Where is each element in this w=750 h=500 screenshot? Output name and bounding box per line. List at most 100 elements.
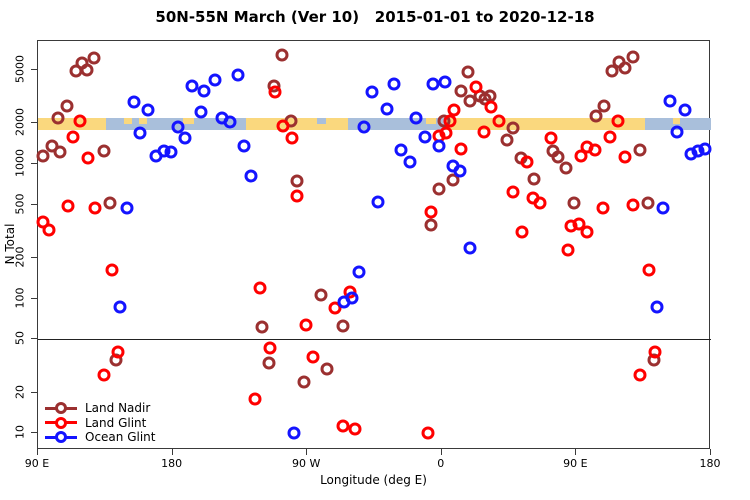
- data-point-land-glint: [572, 217, 586, 231]
- x-tick-label: 180: [161, 457, 183, 470]
- y-tick: [31, 122, 37, 124]
- data-point-ocean-glint: [287, 426, 301, 440]
- data-point-ocean-glint: [208, 73, 222, 87]
- data-point-land-nadir: [336, 319, 350, 333]
- x-tick: [171, 449, 173, 455]
- data-point-ocean-glint: [244, 169, 258, 183]
- data-point-land-glint: [588, 143, 602, 157]
- x-tick-label: 90 E: [563, 457, 588, 470]
- surface-band-fleck-land: [138, 117, 147, 125]
- legend: Land Nadir Land Glint Ocean Glint: [45, 401, 155, 445]
- data-point-land-nadir: [527, 172, 541, 186]
- data-point-land-nadir: [461, 65, 475, 79]
- y-tick: [31, 432, 37, 434]
- data-point-ocean-glint: [698, 142, 712, 156]
- data-point-land-glint: [443, 114, 457, 128]
- data-point-land-nadir: [424, 218, 438, 232]
- data-point-land-nadir: [589, 109, 603, 123]
- plot-area: [36, 40, 712, 449]
- data-point-land-nadir: [506, 121, 520, 135]
- y-tick-label: 500: [13, 193, 27, 214]
- data-point-land-nadir: [432, 182, 446, 196]
- data-point-land-glint: [248, 392, 262, 406]
- data-point-land-glint: [263, 341, 277, 355]
- data-point-land-glint: [276, 119, 290, 133]
- data-point-land-nadir: [53, 145, 67, 159]
- data-point-land-glint: [515, 225, 529, 239]
- data-point-ocean-glint: [678, 103, 692, 117]
- data-point-ocean-glint: [365, 85, 379, 99]
- data-point-ocean-glint: [371, 195, 385, 209]
- data-point-land-nadir: [454, 84, 468, 98]
- data-point-land-glint: [299, 318, 313, 332]
- data-point-land-nadir: [483, 89, 497, 103]
- data-point-ocean-glint: [133, 126, 147, 140]
- data-point-ocean-glint: [178, 131, 192, 145]
- data-point-land-nadir: [97, 144, 111, 158]
- surface-band-land: [38, 117, 106, 130]
- x-tick: [306, 449, 308, 455]
- data-point-land-glint: [477, 125, 491, 139]
- data-point-land-nadir: [559, 161, 573, 175]
- data-point-ocean-glint: [432, 139, 446, 153]
- data-point-land-nadir: [80, 63, 94, 77]
- x-tick: [440, 449, 442, 455]
- data-point-land-nadir: [275, 48, 289, 62]
- data-point-ocean-glint: [141, 103, 155, 117]
- data-point-land-glint: [336, 419, 350, 433]
- data-point-land-nadir: [633, 143, 647, 157]
- data-point-land-nadir: [641, 196, 655, 210]
- data-point-land-glint: [492, 114, 506, 128]
- legend-label: Land Nadir: [85, 401, 151, 416]
- x-tick: [575, 449, 577, 455]
- data-point-land-glint: [533, 196, 547, 210]
- data-point-ocean-glint: [223, 115, 237, 129]
- legend-circle-icon: [55, 431, 67, 444]
- data-point-ocean-glint: [403, 155, 417, 169]
- data-point-land-nadir: [51, 111, 65, 125]
- surface-band-land: [245, 117, 349, 130]
- legend-marker-icon: [45, 416, 77, 429]
- data-point-land-glint: [506, 185, 520, 199]
- legend-label: Land Glint: [85, 415, 147, 430]
- data-point-ocean-glint: [663, 94, 677, 108]
- data-point-land-glint: [648, 345, 662, 359]
- y-tick-label: 2000: [13, 108, 27, 137]
- reference-line-50: [38, 339, 711, 341]
- data-point-land-glint: [97, 368, 111, 382]
- data-point-land-nadir: [314, 288, 328, 302]
- data-point-ocean-glint: [357, 120, 371, 134]
- data-point-land-nadir: [87, 51, 101, 65]
- data-point-ocean-glint: [197, 84, 211, 98]
- data-point-land-glint: [469, 80, 483, 94]
- data-point-land-glint: [439, 126, 453, 140]
- data-point-ocean-glint: [409, 111, 423, 125]
- data-point-land-glint: [306, 350, 320, 364]
- data-point-land-glint: [454, 142, 468, 156]
- legend-marker-icon: [45, 431, 77, 444]
- data-point-land-glint: [36, 215, 50, 229]
- data-point-ocean-glint: [453, 164, 467, 178]
- y-tick-label: 20: [13, 384, 27, 399]
- data-point-land-nadir: [290, 174, 304, 188]
- surface-band-ocean: [348, 117, 446, 130]
- data-point-ocean-glint: [463, 241, 477, 255]
- data-point-land-glint: [626, 198, 640, 212]
- data-point-ocean-glint: [194, 105, 208, 119]
- data-point-land-glint: [421, 426, 435, 440]
- data-point-land-nadir: [320, 362, 334, 376]
- data-point-land-nadir: [255, 320, 269, 334]
- data-point-land-nadir: [605, 64, 619, 78]
- data-point-land-nadir: [103, 196, 117, 210]
- x-axis-title: Longitude (deg E): [320, 473, 427, 487]
- data-point-land-nadir: [60, 99, 74, 113]
- y-tick: [31, 297, 37, 299]
- legend-circle-icon: [55, 416, 67, 429]
- y-tick: [31, 338, 37, 340]
- data-point-land-glint: [111, 345, 125, 359]
- y-tick: [31, 257, 37, 259]
- y-tick-label: 200: [13, 246, 27, 268]
- y-tick-label: 1000: [13, 148, 27, 177]
- y-tick-label: 5000: [13, 54, 27, 83]
- data-point-ocean-glint: [113, 300, 127, 314]
